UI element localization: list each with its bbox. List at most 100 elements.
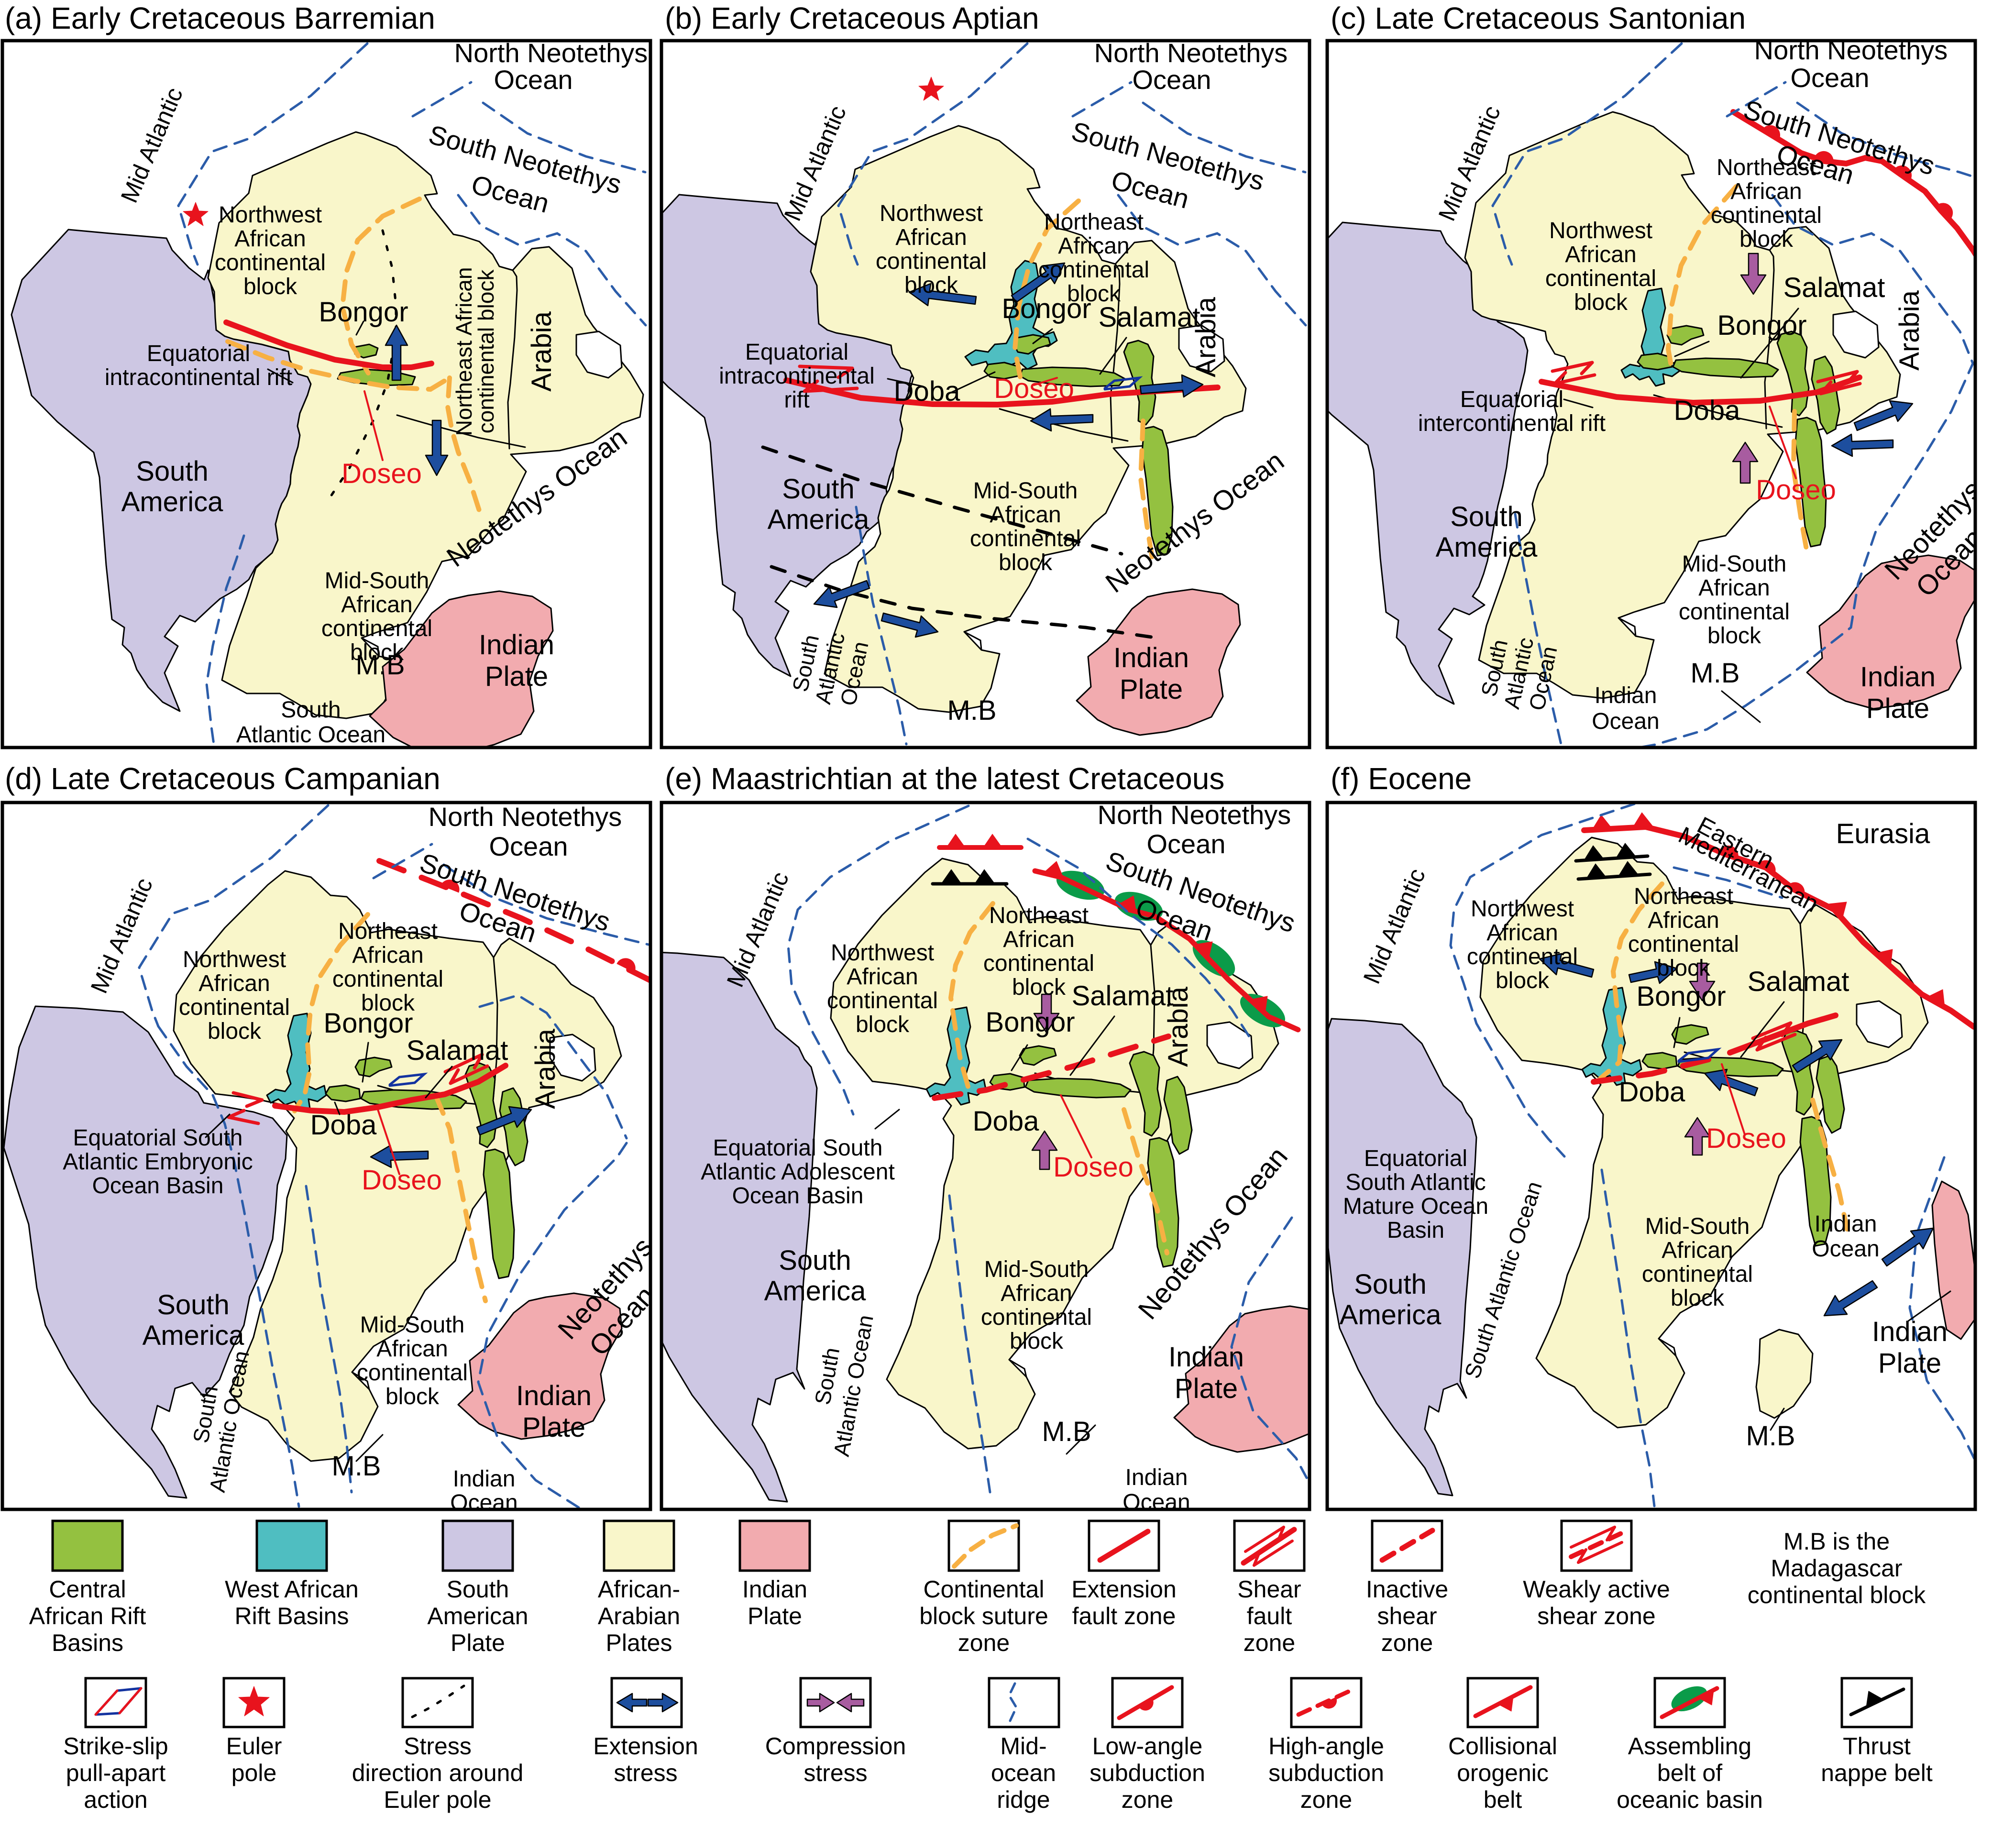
svg-text:Mid-South: Mid-South: [325, 568, 429, 594]
svg-text:Equatorial South: Equatorial South: [713, 1135, 883, 1161]
svg-text:Indian: Indian: [1125, 1465, 1188, 1490]
svg-text:Plate: Plate: [522, 1412, 585, 1443]
svg-text:M.B: M.B: [1690, 658, 1739, 689]
svg-text:zone: zone: [1381, 1629, 1433, 1656]
svg-text:Northeast: Northeast: [989, 903, 1089, 928]
svg-text:belt: belt: [1484, 1786, 1522, 1813]
svg-text:Continental: Continental: [924, 1576, 1045, 1603]
svg-text:rift: rift: [784, 387, 809, 413]
svg-text:Shear: Shear: [1237, 1576, 1301, 1603]
svg-text:Northwest: Northwest: [880, 201, 983, 226]
svg-text:block: block: [904, 273, 958, 298]
svg-text:South: South: [1354, 1269, 1427, 1300]
svg-text:(b) Early Cretaceous Aptian: (b) Early Cretaceous Aptian: [665, 1, 1039, 35]
svg-text:ocean: ocean: [991, 1760, 1056, 1786]
svg-text:African: African: [1662, 1238, 1733, 1263]
svg-text:stress: stress: [803, 1760, 867, 1786]
svg-text:Plate: Plate: [451, 1629, 505, 1656]
svg-text:block: block: [1067, 281, 1121, 307]
svg-text:Low-angle: Low-angle: [1092, 1733, 1203, 1760]
svg-text:M.B: M.B: [355, 649, 405, 681]
svg-text:African: African: [1698, 575, 1770, 601]
svg-text:North Neotethys: North Neotethys: [429, 802, 622, 832]
svg-text:Ocean: Ocean: [1592, 709, 1659, 734]
svg-text:Plate: Plate: [1866, 693, 1929, 724]
svg-text:Doseo: Doseo: [994, 373, 1074, 404]
svg-text:Assembling: Assembling: [1628, 1733, 1751, 1760]
svg-text:Inactive: Inactive: [1366, 1576, 1448, 1603]
svg-text:Northeast African: Northeast African: [451, 267, 476, 436]
svg-text:America: America: [143, 1320, 244, 1351]
svg-text:continental: continental: [1545, 266, 1656, 291]
svg-text:Northeast: Northeast: [1044, 209, 1144, 235]
svg-text:block: block: [1671, 1286, 1725, 1311]
svg-text:block: block: [385, 1384, 440, 1409]
svg-text:Ocean: Ocean: [1147, 829, 1226, 859]
svg-text:fault: fault: [1247, 1603, 1292, 1629]
svg-text:American: American: [427, 1603, 528, 1629]
svg-text:South: South: [136, 456, 209, 487]
svg-text:continental: continental: [983, 951, 1094, 976]
svg-text:continental: continental: [1679, 599, 1790, 625]
svg-text:pole: pole: [231, 1760, 277, 1786]
svg-text:Equatorial: Equatorial: [1364, 1146, 1467, 1171]
svg-text:Arabia: Arabia: [1894, 290, 1925, 370]
svg-text:Thrust: Thrust: [1843, 1733, 1911, 1760]
svg-text:(e) Maastrichtian at the lates: (e) Maastrichtian at the latest Cretaceo…: [665, 761, 1224, 796]
svg-text:African: African: [1003, 927, 1074, 952]
svg-text:intercontinental rift: intercontinental rift: [1418, 411, 1606, 436]
svg-text:Indian: Indian: [516, 1380, 592, 1411]
svg-text:Atlantic Adolescent: Atlantic Adolescent: [701, 1159, 895, 1185]
svg-text:High-angle: High-angle: [1268, 1733, 1384, 1760]
svg-text:Northeast: Northeast: [1717, 155, 1816, 180]
svg-text:Bongor: Bongor: [323, 1008, 413, 1039]
svg-text:Central: Central: [49, 1576, 126, 1603]
svg-text:belt of: belt of: [1657, 1760, 1722, 1786]
svg-text:Mid-South: Mid-South: [1682, 551, 1787, 577]
svg-text:Arabian: Arabian: [598, 1603, 680, 1629]
svg-text:South: South: [157, 1289, 230, 1320]
svg-text:Doseo: Doseo: [1756, 474, 1836, 506]
svg-text:Indian: Indian: [1595, 683, 1657, 708]
svg-text:Eurasia: Eurasia: [1836, 818, 1930, 849]
svg-text:continental: continental: [179, 995, 290, 1020]
svg-text:block: block: [1574, 290, 1628, 315]
svg-text:(d) Late Cretaceous Campanian: (d) Late Cretaceous Campanian: [5, 761, 440, 796]
svg-text:continental: continental: [1642, 1262, 1753, 1287]
svg-text:Arabia: Arabia: [530, 1028, 561, 1109]
svg-text:subduction: subduction: [1268, 1760, 1384, 1786]
svg-text:Euler: Euler: [226, 1733, 282, 1760]
svg-text:Northwest: Northwest: [1471, 896, 1574, 922]
svg-text:Bongor: Bongor: [1717, 310, 1806, 341]
svg-text:continental: continental: [970, 526, 1081, 551]
svg-text:North Neotethys: North Neotethys: [454, 38, 648, 68]
svg-text:North Neotethys: North Neotethys: [1754, 35, 1948, 65]
svg-text:continental: continental: [876, 249, 987, 274]
svg-text:Salamat: Salamat: [407, 1035, 508, 1066]
svg-text:Atlantic Embryonic: Atlantic Embryonic: [63, 1149, 253, 1175]
svg-text:continental: continental: [1038, 257, 1149, 283]
svg-text:Doba: Doba: [1619, 1077, 1685, 1108]
svg-text:Northwest: Northwest: [831, 940, 934, 966]
svg-text:Compression: Compression: [765, 1733, 906, 1760]
svg-text:African Rift: African Rift: [29, 1603, 146, 1629]
svg-text:Doseo: Doseo: [1053, 1152, 1134, 1183]
svg-text:Indian: Indian: [1872, 1316, 1948, 1347]
svg-text:Equatorial: Equatorial: [147, 341, 250, 366]
svg-text:(a) Early Cretaceous Barremian: (a) Early Cretaceous Barremian: [5, 1, 435, 35]
svg-text:Doba: Doba: [310, 1110, 377, 1141]
svg-text:action: action: [84, 1786, 147, 1813]
svg-text:Equatorial: Equatorial: [1460, 387, 1563, 412]
svg-text:South Atlantic: South Atlantic: [1345, 1170, 1486, 1195]
svg-text:Stress: Stress: [404, 1733, 472, 1760]
svg-text:Indian: Indian: [453, 1466, 516, 1492]
svg-text:America: America: [768, 504, 869, 535]
svg-text:African: African: [1565, 242, 1636, 267]
svg-text:North Neotethys: North Neotethys: [1094, 38, 1288, 68]
svg-text:African: African: [990, 502, 1061, 528]
svg-text:Northwest: Northwest: [1549, 218, 1652, 243]
svg-text:Ocean Basin: Ocean Basin: [732, 1183, 864, 1209]
svg-text:intracontinental rift: intracontinental rift: [105, 365, 292, 390]
svg-text:America: America: [1436, 532, 1538, 563]
svg-text:block: block: [856, 1012, 910, 1037]
